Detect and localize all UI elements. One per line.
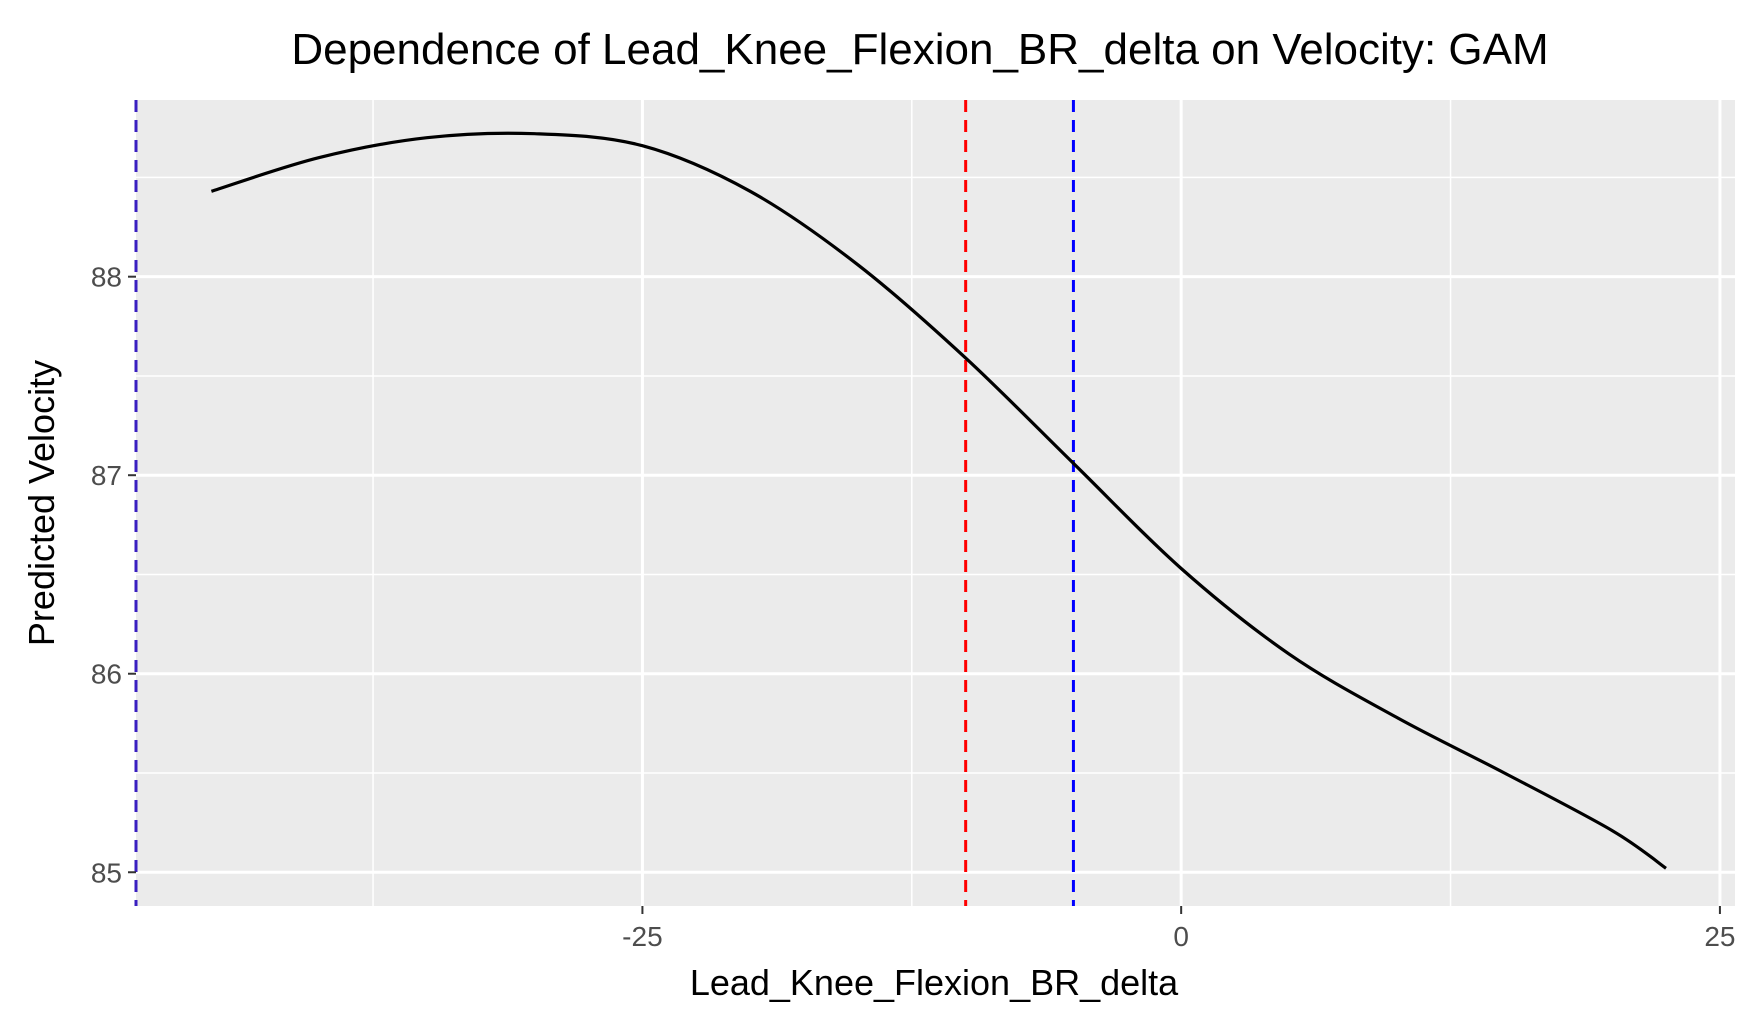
x-axis-title: Lead_Knee_Flexion_BR_delta [690, 962, 1179, 1003]
major-gridlines [136, 100, 1735, 906]
y-tick-label: 86 [91, 659, 122, 690]
x-axis: -25 0 25 [622, 906, 1735, 952]
y-axis: 85 86 87 88 [91, 262, 136, 888]
y-axis-title: Predicted Velocity [21, 360, 62, 646]
y-tick-label: 88 [91, 262, 122, 293]
x-tick-label: -25 [622, 921, 662, 952]
plot-panel [136, 100, 1735, 906]
reference-lines [134, 100, 1075, 906]
x-tick-label: 25 [1704, 921, 1735, 952]
minor-gridlines [136, 100, 1735, 906]
x-tick-label: 0 [1173, 921, 1189, 952]
chart-title: Dependence of Lead_Knee_Flexion_BR_delta… [291, 25, 1548, 74]
gam-prediction-line [210, 131, 1667, 870]
y-tick-label: 85 [91, 857, 122, 888]
y-tick-label: 87 [91, 460, 122, 491]
